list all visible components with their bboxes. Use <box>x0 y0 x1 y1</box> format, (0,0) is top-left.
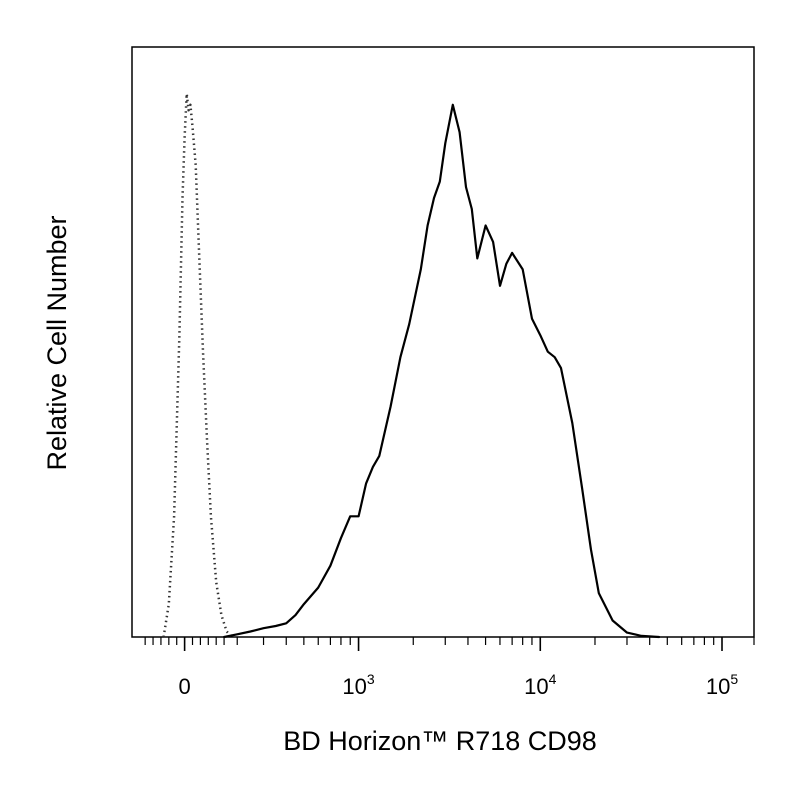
x-tick-label: 103 <box>342 671 374 699</box>
x-axis-title: BD Horizon™ R718 CD98 <box>283 726 597 756</box>
x-axis-tick-labels: 0 103 104 105 <box>178 671 738 699</box>
x-axis-ticks <box>144 637 755 651</box>
x-tick-label: 105 <box>706 671 738 699</box>
stained-histogram-curve <box>223 103 661 639</box>
x-tick-label: 0 <box>178 674 190 699</box>
histogram-series <box>162 92 661 639</box>
y-axis-title: Relative Cell Number <box>42 215 72 470</box>
x-tick-label: 104 <box>524 671 556 699</box>
plot-frame <box>131 46 755 638</box>
control-histogram-curve <box>162 92 233 638</box>
